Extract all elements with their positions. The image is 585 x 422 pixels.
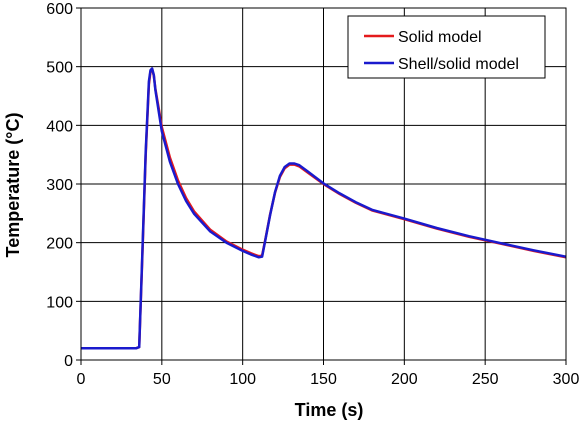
x-tick-label: 250 <box>472 371 499 388</box>
x-tick-label: 150 <box>310 371 337 388</box>
y-axis-title: Temperature (°C) <box>3 113 23 258</box>
series-line-shell-solid-model <box>81 67 567 350</box>
y-tick-label: 200 <box>46 236 73 253</box>
x-tick-label: 300 <box>553 371 580 388</box>
y-tick-label: 100 <box>46 294 73 311</box>
y-tick-labels: 0 100 200 300 400 500 600 <box>46 1 73 370</box>
x-tick-label: 200 <box>391 371 418 388</box>
legend-box <box>347 15 546 79</box>
series-lines <box>81 67 567 350</box>
x-tick-label: 0 <box>77 371 86 388</box>
legend-label-solid-model: Solid model <box>398 29 482 46</box>
x-tick-labels: 0 50 100 150 200 250 300 <box>77 371 580 388</box>
y-tick-label: 600 <box>46 1 73 18</box>
y-tick-label: 500 <box>46 60 73 77</box>
plot-area-border <box>80 7 567 361</box>
y-tick-label: 400 <box>46 118 73 135</box>
y-tick-label: 300 <box>46 177 73 194</box>
x-tick-label: 100 <box>229 371 256 388</box>
y-tick-label: 0 <box>64 353 73 370</box>
legend-label-shell-solid-model: Shell/solid model <box>398 56 519 73</box>
legend: Solid model Shell/solid model <box>347 15 546 79</box>
x-tick-label: 50 <box>153 371 171 388</box>
x-axis-title: Time (s) <box>295 400 364 420</box>
